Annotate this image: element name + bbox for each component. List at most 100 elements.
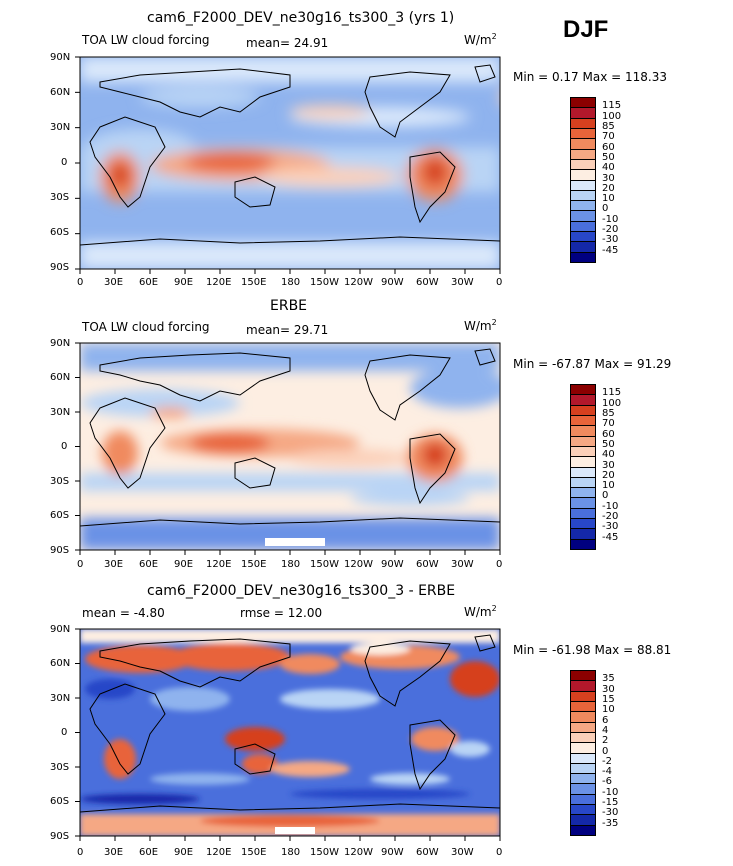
y-tick-label: 90S <box>50 831 70 842</box>
colorbar-label: 40 <box>602 449 615 461</box>
x-tick-label: 180 <box>281 847 301 858</box>
panel3-colorbar-labels: 35 30 15 10 6 4 2 0 -2 -4 -6 -10 -15 -30 -35 <box>602 670 642 835</box>
y-tick-label: 60N <box>50 372 71 383</box>
colorbar-label: -4 <box>602 766 612 778</box>
colorbar-label: 30 <box>602 459 615 471</box>
colorbar-label: 50 <box>602 438 615 450</box>
panel1-colorbar-labels: 115 100 85 70 60 50 40 30 20 10 0 -10 -20 -30 -45 <box>602 97 642 262</box>
x-tick-label: 0 <box>496 559 503 570</box>
colorbar-swatch <box>570 538 596 550</box>
colorbar-label: -10 <box>602 213 619 225</box>
y-tick-label: 90S <box>50 545 70 556</box>
panel2-title: ERBE <box>270 298 308 314</box>
panel2-field-label: TOA LW cloud forcing <box>82 320 210 334</box>
y-tick-label: 30N <box>50 693 71 704</box>
panel3-colorbar <box>570 670 596 836</box>
y-tick-label: 30S <box>50 476 70 487</box>
colorbar-label: 60 <box>602 141 615 153</box>
x-tick-label: 30E <box>104 277 124 288</box>
colorbar-label: -15 <box>602 797 619 809</box>
colorbar-label: 0 <box>602 490 609 502</box>
x-tick-label: 60E <box>139 847 159 858</box>
x-tick-label: 0 <box>77 559 84 570</box>
colorbar-label: -35 <box>602 817 619 829</box>
panel1-field-label: TOA LW cloud forcing <box>82 33 210 47</box>
colorbar-label: 20 <box>602 469 615 481</box>
colorbar-label: 15 <box>602 693 615 705</box>
panel1-units: W/m2 <box>464 32 497 47</box>
colorbar-label: -10 <box>602 500 619 512</box>
colorbar-label: -10 <box>602 786 619 798</box>
panel2-map <box>79 342 501 551</box>
x-tick-label: 90W <box>381 847 404 858</box>
y-tick-label: 60S <box>50 796 70 807</box>
colorbar-label: 0 <box>602 203 609 215</box>
y-tick-label: 60N <box>50 87 71 98</box>
y-tick-label: 30S <box>50 192 70 203</box>
colorbar-label: 6 <box>602 714 609 726</box>
panel3-map <box>79 628 501 837</box>
x-tick-label: 30E <box>104 847 124 858</box>
colorbar-swatch <box>570 251 596 263</box>
x-tick-label: 120E <box>206 559 232 570</box>
colorbar-label: 85 <box>602 407 615 419</box>
y-tick-label: 90N <box>50 338 71 349</box>
panel3-rmse-label: rmse = 12.00 <box>240 606 323 620</box>
colorbar-label: -20 <box>602 511 619 523</box>
x-tick-label: 180 <box>281 559 301 570</box>
panel2-colorbar <box>570 384 596 550</box>
colorbar-label: 20 <box>602 182 615 194</box>
x-tick-label: 60W <box>416 847 439 858</box>
colorbar-label: 10 <box>602 704 615 716</box>
x-tick-label: 30W <box>451 847 474 858</box>
x-tick-label: 90E <box>174 847 194 858</box>
x-tick-label: 60E <box>139 277 159 288</box>
colorbar-label: 115 <box>602 387 622 399</box>
y-tick-label: 60S <box>50 510 70 521</box>
x-tick-label: 30W <box>451 559 474 570</box>
colorbar-label: 100 <box>602 110 622 122</box>
y-tick-label: 0 <box>61 727 68 738</box>
panel2-mean-label: mean= 29.71 <box>246 323 329 337</box>
x-tick-label: 150W <box>310 847 339 858</box>
x-tick-label: 150E <box>241 277 267 288</box>
colorbar-label: -6 <box>602 776 612 788</box>
colorbar-label: -45 <box>602 531 619 543</box>
colorbar-swatch <box>570 824 596 836</box>
colorbar-label: 35 <box>602 673 615 685</box>
x-tick-label: 150E <box>241 559 267 570</box>
panel3-units: W/m2 <box>464 604 497 619</box>
x-tick-label: 150W <box>310 559 339 570</box>
y-tick-label: 90N <box>50 52 71 63</box>
x-tick-label: 120W <box>344 277 373 288</box>
x-tick-label: 120W <box>344 847 373 858</box>
y-tick-label: 60S <box>50 227 70 238</box>
colorbar-label: 70 <box>602 131 615 143</box>
colorbar-label: 100 <box>602 397 622 409</box>
colorbar-label: 10 <box>602 480 615 492</box>
colorbar-label: 40 <box>602 162 615 174</box>
panel2-colorbar-labels: 115 100 85 70 60 50 40 30 20 10 0 -10 -20 -30 -45 <box>602 384 642 549</box>
panel3-minmax: Min = -61.98 Max = 88.81 <box>513 643 672 657</box>
x-tick-label: 90W <box>381 559 404 570</box>
colorbar-label: 0 <box>602 745 609 757</box>
colorbar-label: 115 <box>602 100 622 112</box>
colorbar-label: 70 <box>602 418 615 430</box>
colorbar-label: 2 <box>602 735 609 747</box>
colorbar-label: 4 <box>602 724 609 736</box>
panel1-map <box>79 56 501 270</box>
colorbar-label: -45 <box>602 244 619 256</box>
x-tick-label: 90W <box>381 277 404 288</box>
x-tick-label: 90E <box>174 277 194 288</box>
x-tick-label: 30W <box>451 277 474 288</box>
y-tick-label: 30N <box>50 407 71 418</box>
panel1-colorbar <box>570 97 596 263</box>
colorbar-label: -30 <box>602 807 619 819</box>
colorbar-label: -2 <box>602 755 612 767</box>
y-tick-label: 60N <box>50 658 71 669</box>
colorbar-label: 30 <box>602 683 615 695</box>
x-tick-label: 150E <box>241 847 267 858</box>
x-tick-label: 150W <box>310 277 339 288</box>
panel3-mean-label: mean = -4.80 <box>82 606 165 620</box>
